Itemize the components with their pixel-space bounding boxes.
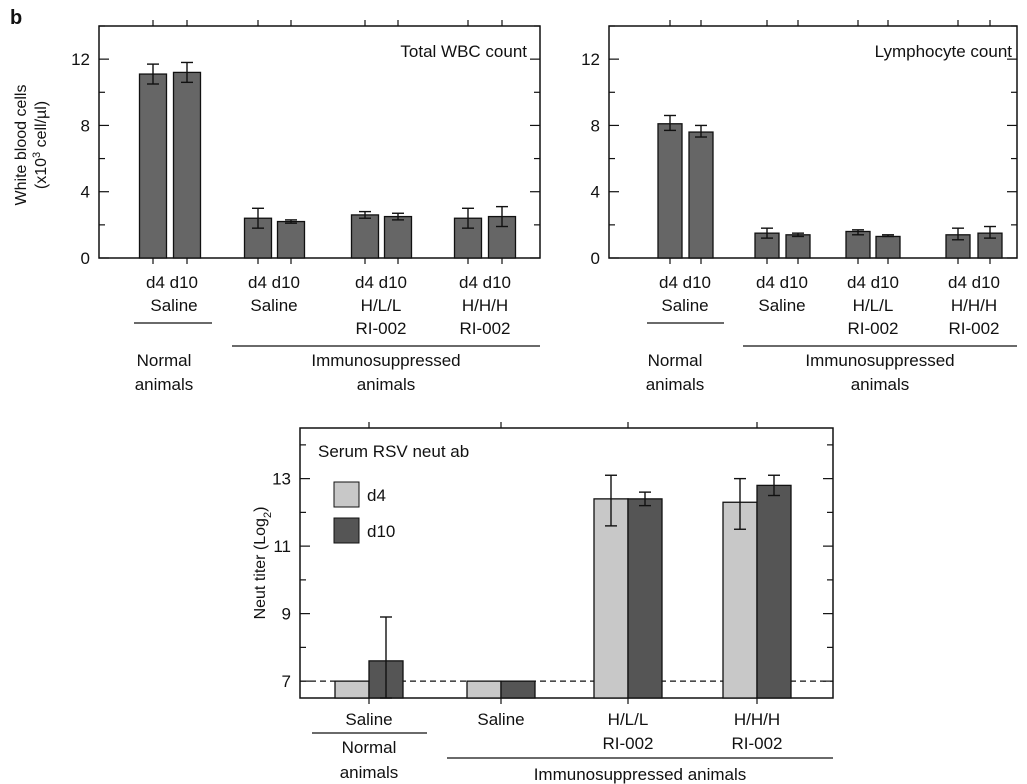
y-axis-label-line1: White blood cells: [13, 85, 30, 206]
bar: [785, 234, 811, 259]
plot-frame: [608, 25, 1018, 259]
y-tick-label: 9: [282, 605, 291, 624]
y-axis: 0 4 8 12: [581, 20, 1017, 268]
group-label-animals: animals: [135, 375, 194, 394]
bar: [334, 680, 370, 699]
chart-title: Serum RSV neut ab: [318, 442, 469, 461]
tick-label-saline: Saline: [477, 710, 524, 729]
tick-label-saline: Saline: [345, 710, 392, 729]
bar: [276, 220, 306, 259]
chart-title: Total WBC count: [400, 42, 527, 61]
tick-label-saline: Saline: [150, 296, 197, 315]
tick-label-ri: RI-002: [948, 319, 999, 338]
y-tick-label: 12: [581, 50, 600, 69]
bar: [722, 501, 758, 699]
tick-label-day: d4 d10: [146, 273, 198, 292]
tick-label-day: d4 d10: [756, 273, 808, 292]
tick-label-saline: Saline: [661, 296, 708, 315]
y-tick-label: 0: [591, 249, 600, 268]
tick-label-ri: RI-002: [602, 734, 653, 753]
tick-label-hhh: H/H/H: [951, 296, 997, 315]
y-axis: 0 4 8 12: [71, 20, 540, 268]
group-label-normal: Normal: [342, 738, 397, 757]
tick-label-hll: H/L/L: [608, 710, 649, 729]
group-label-animals: animals: [340, 763, 399, 782]
tick-label-day: d4 d10: [459, 273, 511, 292]
tick-label-day: d4 d10: [248, 273, 300, 292]
legend-label-d4: d4: [367, 486, 386, 505]
y-tick-label: 8: [591, 116, 600, 135]
tick-label-hll: H/L/L: [853, 296, 894, 315]
legend-label-d10: d10: [367, 522, 395, 541]
group-label-immuno: Immunosuppressed: [805, 351, 954, 370]
group-label-immuno: Immunosuppressed: [311, 351, 460, 370]
lymphocyte-chart: Lymphocyte count 0 4 8 12 d4 d10 Saline d4 …: [581, 20, 1018, 394]
tick-label-ri: RI-002: [847, 319, 898, 338]
tick-label-day: d4 d10: [355, 273, 407, 292]
bar: [593, 498, 629, 699]
tick-label-ri: RI-002: [459, 319, 510, 338]
tick-label-day: d4 d10: [948, 273, 1000, 292]
y-axis-label-line2: (x103 cell/µl): [31, 101, 50, 189]
group-label-animals: animals: [851, 375, 910, 394]
bar: [627, 498, 663, 699]
legend-swatch-d4: [333, 481, 360, 508]
y-tick-label: 0: [81, 249, 90, 268]
panel-label: b: [10, 7, 22, 29]
group-label-immuno: Immunosuppressed animals: [534, 765, 747, 784]
chart-title: Lymphocyte count: [875, 42, 1013, 61]
y-axis: 7 9 11 13: [272, 422, 833, 704]
tick-label-saline: Saline: [758, 296, 805, 315]
y-axis-label: Neut titer (Log2): [252, 507, 274, 620]
plot-frame: [299, 427, 834, 699]
bar: [138, 73, 168, 259]
y-tick-label: 7: [282, 672, 291, 691]
tick-label-day: d4 d10: [847, 273, 899, 292]
neut-titer-chart: Serum RSV neut ab d4 d10 7 9 11 13 Neut tit…: [252, 422, 834, 784]
tick-label-saline: Saline: [250, 296, 297, 315]
bar-group: [334, 474, 792, 699]
bar: [688, 131, 714, 259]
tick-label-ri: RI-002: [355, 319, 406, 338]
bar-group: [138, 61, 517, 259]
tick-label-hll: H/L/L: [361, 296, 402, 315]
group-label-normal: Normal: [648, 351, 703, 370]
group-label-animals: animals: [357, 375, 416, 394]
y-tick-label: 4: [591, 183, 600, 202]
bar: [845, 230, 871, 259]
bar: [466, 680, 502, 699]
tick-label-day: d4 d10: [659, 273, 711, 292]
y-tick-label: 12: [71, 50, 90, 69]
group-label-animals: animals: [646, 375, 705, 394]
bar: [350, 214, 380, 259]
y-tick-label: 11: [273, 537, 291, 556]
bar: [657, 123, 683, 259]
bar: [172, 71, 202, 259]
plot-frame: [98, 25, 541, 259]
y-tick-label: 8: [81, 116, 90, 135]
bar: [875, 235, 901, 259]
tick-label-ri: RI-002: [731, 734, 782, 753]
tick-label-hhh: H/H/H: [462, 296, 508, 315]
bar: [756, 484, 792, 699]
bar: [383, 215, 413, 259]
y-tick-label: 13: [272, 470, 291, 489]
legend-swatch-d10: [333, 517, 360, 544]
bar: [500, 680, 536, 699]
group-label-normal: Normal: [137, 351, 192, 370]
tick-label-hhh: H/H/H: [734, 710, 780, 729]
y-tick-label: 4: [81, 183, 90, 202]
bar-group: [657, 114, 1003, 259]
